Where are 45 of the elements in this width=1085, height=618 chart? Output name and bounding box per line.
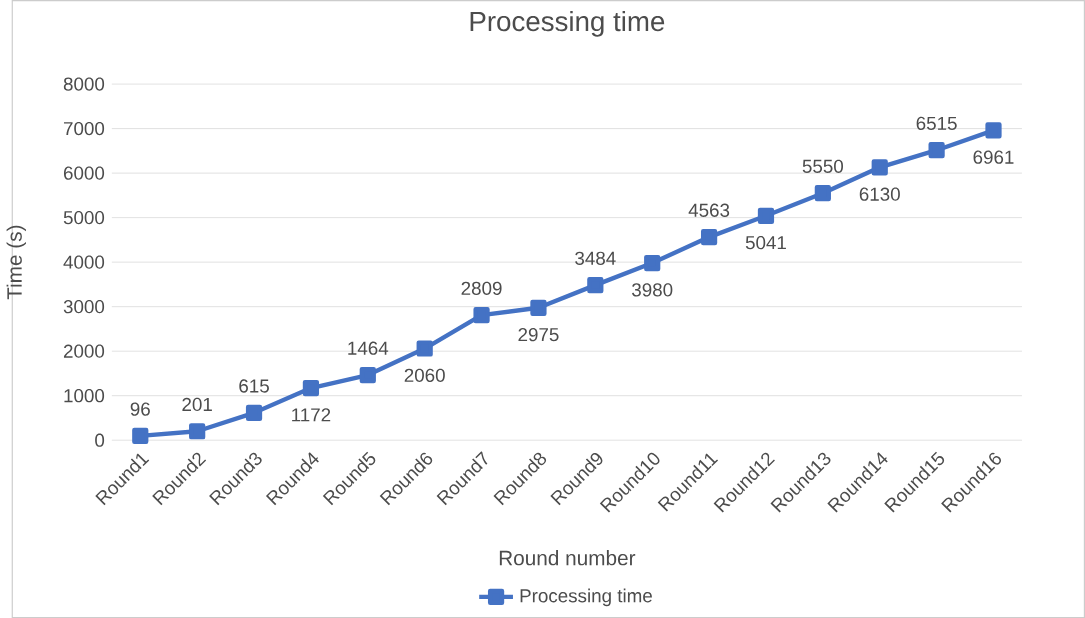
- point: [587, 276, 604, 294]
- legend-label: Processing time: [520, 588, 652, 606]
- y-tick-label: 6000: [63, 166, 105, 180]
- y-tick-label: 1000: [64, 388, 105, 403]
- chart-title: Processing time: [470, 10, 665, 37]
- data-label: 4563: [688, 203, 730, 217]
- y-axis-title: Time (s): [6, 225, 26, 300]
- data-label: 615: [239, 379, 269, 393]
- point: [302, 379, 320, 397]
- data-label: 2060: [404, 368, 445, 382]
- y-tick-label: 5000: [63, 210, 105, 225]
- data-label: 6961: [973, 150, 1014, 164]
- data-label: 3484: [575, 251, 616, 265]
- point: [757, 207, 775, 224]
- point: [473, 306, 490, 324]
- data-label: 5550: [802, 159, 844, 173]
- y-tick-label: 3000: [63, 299, 105, 314]
- point: [700, 228, 718, 246]
- point: [359, 366, 376, 384]
- point: [189, 423, 206, 440]
- data-label: 2809: [461, 281, 502, 295]
- point: [245, 404, 263, 421]
- data-label: 1172: [292, 408, 331, 422]
- data-label: 3980: [632, 283, 673, 297]
- data-label: 201: [182, 397, 212, 411]
- y-tick-label: 0: [95, 433, 105, 447]
- point: [928, 141, 945, 159]
- data-label: 1464: [348, 341, 389, 355]
- y-tick-label: 8000: [63, 77, 105, 91]
- point: [871, 159, 888, 176]
- data-label: 96: [130, 402, 150, 416]
- data-label: 6515: [916, 116, 957, 130]
- point: [416, 340, 433, 357]
- point: [132, 427, 149, 444]
- point: [814, 184, 831, 202]
- point: [530, 299, 547, 316]
- y-tick-label: 2000: [63, 344, 105, 358]
- x-axis-title: Round number: [499, 549, 636, 566]
- data-label: 6130: [859, 187, 900, 201]
- point: [985, 122, 1002, 139]
- point: [644, 254, 661, 272]
- data-label: 5041: [745, 235, 786, 250]
- y-tick-label: 7000: [63, 121, 105, 136]
- data-label: 2975: [518, 327, 559, 342]
- y-tick-label: 4000: [63, 255, 105, 269]
